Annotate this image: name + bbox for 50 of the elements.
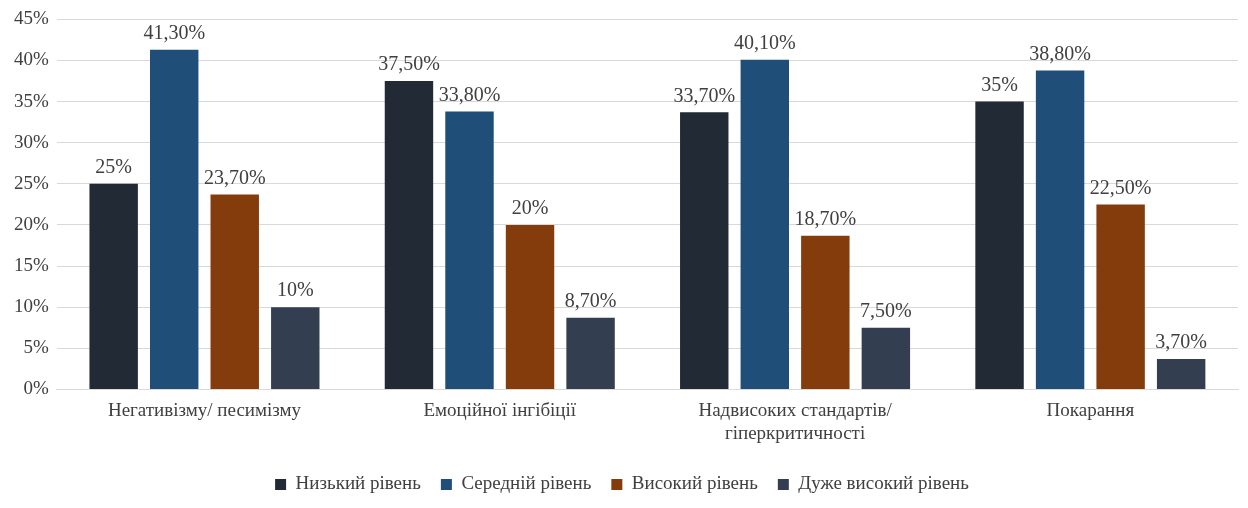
bar <box>445 111 494 389</box>
bar <box>1035 70 1085 389</box>
y-tick-label: 15% <box>14 254 49 276</box>
data-label: 8,70% <box>564 289 617 312</box>
data-label: 3,70% <box>1155 330 1207 353</box>
bar <box>1156 358 1206 389</box>
data-label: 23,70% <box>203 165 266 188</box>
x-tick-label: Покарання <box>1046 398 1135 420</box>
data-label: 38,80% <box>1029 41 1091 64</box>
legend-label: Середній рівень <box>461 472 592 494</box>
data-label: 33,80% <box>438 82 501 105</box>
legend-label: Дуже високий рівень <box>798 472 970 494</box>
data-label: 25% <box>95 155 133 178</box>
bar <box>566 317 615 389</box>
y-tick-label: 25% <box>14 171 49 193</box>
data-label: 40,10% <box>733 30 796 53</box>
y-tick-label: 35% <box>14 89 49 111</box>
bar <box>149 49 199 389</box>
y-tick-label: 45% <box>14 7 49 29</box>
bar <box>801 235 850 389</box>
y-tick-label: 5% <box>23 336 49 358</box>
bar <box>861 327 911 389</box>
y-tick-label: 20% <box>14 212 49 234</box>
bar <box>505 224 555 389</box>
bar <box>975 101 1024 389</box>
legend-label: Високий рівень <box>631 472 759 494</box>
bar <box>1096 204 1145 389</box>
x-tick-label: Надвисоких стандартів/ гіперкритичності <box>698 398 893 443</box>
bar <box>210 194 259 389</box>
data-label: 33,70% <box>673 83 736 106</box>
bar <box>271 307 320 389</box>
data-label: 35% <box>981 72 1018 95</box>
bar <box>89 183 138 389</box>
data-label: 37,50% <box>378 52 440 75</box>
data-label: 10% <box>276 278 314 301</box>
legend-label: Низький рівень <box>295 472 422 494</box>
bar <box>680 112 729 389</box>
x-tick-label: Емоційної інгібіції <box>423 398 577 420</box>
y-tick-label: 10% <box>14 295 49 317</box>
data-label: 20% <box>511 196 549 219</box>
y-tick-label: 0% <box>23 377 49 399</box>
data-label: 7,50% <box>860 298 912 321</box>
y-tick-label: 30% <box>14 130 49 152</box>
data-label: 18,70% <box>794 206 857 229</box>
data-label: 41,30% <box>143 21 206 44</box>
y-tick-label: 40% <box>14 48 49 70</box>
bar <box>384 81 434 389</box>
data-label: 22,50% <box>1089 175 1152 198</box>
bar <box>740 59 790 389</box>
x-tick-label: Негативізму/ песимізму <box>107 398 302 420</box>
